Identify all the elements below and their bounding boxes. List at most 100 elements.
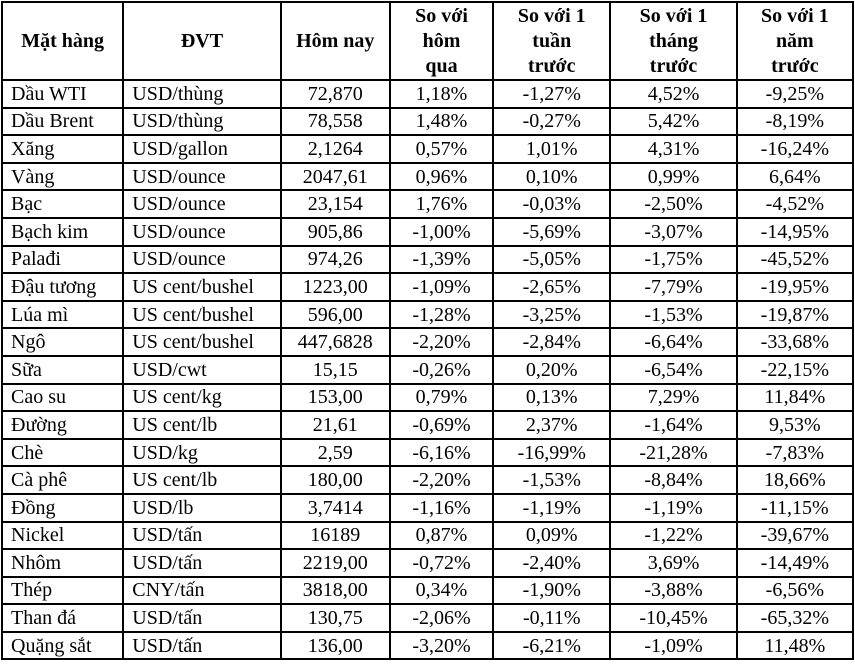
change-vs-1-month-cell: -6,54%	[609, 354, 738, 385]
change-vs-1-month-cell: -6,64%	[609, 327, 738, 357]
change-vs-1-week-cell: 2,37%	[492, 410, 612, 440]
unit-cell: USD/tấn	[122, 520, 282, 551]
table-row: Thép CNY/tấn 3818,00 0,34% -1,90% -3,88%…	[0, 575, 855, 606]
change-vs-1-week-cell: -1,27%	[492, 79, 612, 109]
today-price-cell: 16189	[279, 520, 391, 551]
today-price-cell: 2219,00	[279, 548, 391, 578]
today-price-cell: 23,154	[279, 189, 391, 219]
change-vs-yesterday-cell: -1,39%	[388, 244, 495, 275]
change-vs-1-year-cell: -22,15%	[735, 354, 855, 385]
change-vs-1-year-cell: 11,84%	[735, 382, 855, 413]
header-unit: ĐVT	[122, 1, 282, 81]
today-price-cell: 21,61	[279, 410, 391, 440]
change-vs-1-week-cell: -0,11%	[492, 603, 612, 633]
table-row: Cà phê US cent/lb 180,00 -2,20% -1,53% -…	[0, 465, 855, 495]
table-row: Cao su US cent/kg 153,00 0,79% 0,13% 7,2…	[0, 382, 855, 413]
change-vs-1-year-cell: -45,52%	[735, 244, 855, 275]
unit-cell: USD/ounce	[122, 189, 282, 219]
header-vs-yesterday: So với hôm qua	[388, 1, 495, 81]
change-vs-1-month-cell: -7,79%	[609, 272, 738, 302]
change-vs-yesterday-cell: -1,00%	[388, 216, 495, 247]
change-vs-1-month-cell: 3,69%	[609, 548, 738, 578]
table-row: Bạch kim USD/ounce 905,86 -1,00% -5,69% …	[0, 216, 855, 247]
commodity-name-cell: Vàng	[0, 161, 125, 192]
today-price-cell: 596,00	[279, 299, 391, 330]
change-vs-yesterday-cell: 0,79%	[388, 382, 495, 413]
today-price-cell: 1223,00	[279, 272, 391, 302]
change-vs-1-year-cell: -14,95%	[735, 216, 855, 247]
table-row: Đường US cent/lb 21,61 -0,69% 2,37% -1,6…	[0, 410, 855, 440]
change-vs-yesterday-cell: 1,18%	[388, 79, 495, 109]
table-row: Dầu WTI USD/thùng 72,870 1,18% -1,27% 4,…	[0, 79, 855, 109]
header-vs-1-year: So với 1 năm trước	[735, 1, 855, 81]
table-row: Quặng sắt USD/tấn 136,00 -3,20% -6,21% -…	[0, 630, 855, 661]
table-row: Dầu Brent USD/thùng 78,558 1,48% -0,27% …	[0, 106, 855, 137]
table-body: Dầu WTI USD/thùng 72,870 1,18% -1,27% 4,…	[0, 79, 855, 661]
change-vs-1-month-cell: -1,19%	[609, 492, 738, 523]
unit-cell: USD/ounce	[122, 216, 282, 247]
commodity-name-cell: Thép	[0, 575, 125, 606]
change-vs-1-week-cell: -0,03%	[492, 189, 612, 219]
table-row: Than đá USD/tấn 130,75 -2,06% -0,11% -10…	[0, 603, 855, 633]
header-today: Hôm nay	[279, 1, 391, 81]
change-vs-1-week-cell: -2,40%	[492, 548, 612, 578]
header-vs-1-month: So với 1 tháng trước	[609, 1, 738, 81]
change-vs-1-year-cell: 6,64%	[735, 161, 855, 192]
change-vs-yesterday-cell: -2,06%	[388, 603, 495, 633]
change-vs-1-month-cell: -3,88%	[609, 575, 738, 606]
table-row: Đồng USD/lb 3,7414 -1,16% -1,19% -1,19% …	[0, 492, 855, 523]
table-row: Đậu tương US cent/bushel 1223,00 -1,09% …	[0, 272, 855, 302]
change-vs-yesterday-cell: -0,69%	[388, 410, 495, 440]
unit-cell: USD/lb	[122, 492, 282, 523]
change-vs-1-month-cell: 7,29%	[609, 382, 738, 413]
change-vs-1-week-cell: -3,25%	[492, 299, 612, 330]
today-price-cell: 3818,00	[279, 575, 391, 606]
change-vs-1-week-cell: 1,01%	[492, 134, 612, 164]
change-vs-1-month-cell: -10,45%	[609, 603, 738, 633]
change-vs-yesterday-cell: -2,20%	[388, 465, 495, 495]
change-vs-1-year-cell: -33,68%	[735, 327, 855, 357]
change-vs-yesterday-cell: -3,20%	[388, 630, 495, 661]
change-vs-1-week-cell: -5,05%	[492, 244, 612, 275]
unit-cell: USD/gallon	[122, 134, 282, 164]
commodity-name-cell: Ngô	[0, 327, 125, 357]
change-vs-1-month-cell: -2,50%	[609, 189, 738, 219]
unit-cell: USD/tấn	[122, 603, 282, 633]
today-price-cell: 180,00	[279, 465, 391, 495]
change-vs-1-week-cell: 0,20%	[492, 354, 612, 385]
table-row: Vàng USD/ounce 2047,61 0,96% 0,10% 0,99%…	[0, 161, 855, 192]
today-price-cell: 2,59	[279, 437, 391, 468]
today-price-cell: 153,00	[279, 382, 391, 413]
change-vs-1-year-cell: -19,95%	[735, 272, 855, 302]
commodity-name-cell: Cao su	[0, 382, 125, 413]
change-vs-1-month-cell: -8,84%	[609, 465, 738, 495]
table-row: Lúa mì US cent/bushel 596,00 -1,28% -3,2…	[0, 299, 855, 330]
change-vs-yesterday-cell: -0,72%	[388, 548, 495, 578]
unit-cell: US cent/kg	[122, 382, 282, 413]
commodity-name-cell: Đồng	[0, 492, 125, 523]
today-price-cell: 3,7414	[279, 492, 391, 523]
change-vs-1-week-cell: 0,13%	[492, 382, 612, 413]
today-price-cell: 974,26	[279, 244, 391, 275]
change-vs-1-year-cell: -9,25%	[735, 79, 855, 109]
table-row: Nhôm USD/tấn 2219,00 -0,72% -2,40% 3,69%…	[0, 548, 855, 578]
unit-cell: US cent/bushel	[122, 327, 282, 357]
unit-cell: US cent/bushel	[122, 299, 282, 330]
commodity-name-cell: Đường	[0, 410, 125, 440]
unit-cell: US cent/lb	[122, 410, 282, 440]
change-vs-yesterday-cell: -0,26%	[388, 354, 495, 385]
unit-cell: USD/ounce	[122, 161, 282, 192]
unit-cell: USD/cwt	[122, 354, 282, 385]
today-price-cell: 905,86	[279, 216, 391, 247]
change-vs-1-year-cell: 18,66%	[735, 465, 855, 495]
change-vs-1-year-cell: 11,48%	[735, 630, 855, 661]
unit-cell: CNY/tấn	[122, 575, 282, 606]
change-vs-yesterday-cell: 0,57%	[388, 134, 495, 164]
unit-cell: US cent/bushel	[122, 272, 282, 302]
change-vs-1-week-cell: -1,53%	[492, 465, 612, 495]
change-vs-yesterday-cell: -2,20%	[388, 327, 495, 357]
change-vs-1-month-cell: -3,07%	[609, 216, 738, 247]
commodity-name-cell: Chè	[0, 437, 125, 468]
table-row: Ngô US cent/bushel 447,6828 -2,20% -2,84…	[0, 327, 855, 357]
